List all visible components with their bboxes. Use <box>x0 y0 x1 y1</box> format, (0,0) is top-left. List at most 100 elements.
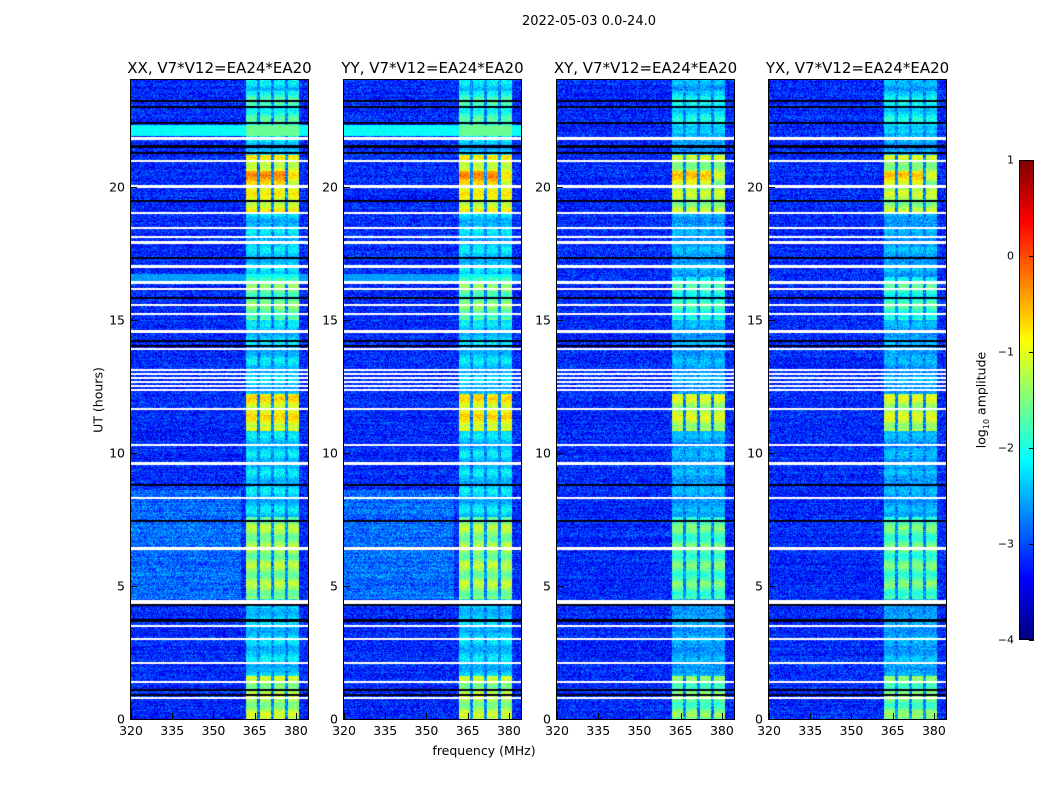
x-tick <box>467 713 469 719</box>
colorbar-tick-label: −4 <box>997 633 1014 647</box>
x-tick <box>721 713 723 719</box>
colorbar-tick-label: 1 <box>1007 153 1014 167</box>
y-tick-label: 10 <box>747 445 763 461</box>
x-tick-label: 320 <box>332 723 356 738</box>
x-tick <box>557 713 558 719</box>
colorbar-tick <box>1029 160 1034 161</box>
y-tick <box>557 585 563 587</box>
y-tick <box>344 585 350 587</box>
x-tick-label: 335 <box>160 723 185 738</box>
x-tick <box>426 713 428 719</box>
x-tick <box>639 713 641 719</box>
panel-title: YY, V7*V12=EA24*EA20 <box>341 59 524 77</box>
x-tick-label: 380 <box>496 723 521 738</box>
y-tick-label: 15 <box>322 312 338 328</box>
x-tick <box>508 713 510 719</box>
heatmap-canvas <box>344 80 521 719</box>
x-tick <box>892 713 894 719</box>
y-tick-label: 20 <box>322 179 338 194</box>
x-tick <box>851 713 853 719</box>
y-tick-label: 10 <box>535 445 551 461</box>
x-tick-label: 365 <box>455 723 480 738</box>
y-tick <box>769 719 775 720</box>
y-axis-label: UT (hours) <box>90 367 106 433</box>
colorbar-tick <box>1029 352 1034 353</box>
y-tick <box>344 452 350 454</box>
figure-title: 2022-05-03 0.0-24.0 <box>522 14 656 29</box>
y-tick-label: 20 <box>109 179 125 194</box>
x-tick <box>769 713 770 719</box>
y-tick <box>344 719 350 720</box>
x-tick <box>254 713 256 719</box>
y-tick-label: 10 <box>109 445 125 461</box>
y-tick <box>557 452 563 454</box>
x-tick <box>680 713 682 719</box>
x-tick <box>598 713 600 719</box>
y-tick <box>769 186 775 188</box>
x-tick-label: 350 <box>414 723 439 738</box>
y-tick <box>344 319 350 321</box>
panel-title: XY, V7*V12=EA24*EA20 <box>553 59 738 77</box>
x-tick-label: 365 <box>242 723 267 738</box>
y-tick <box>131 452 137 454</box>
y-tick-label: 5 <box>117 578 125 594</box>
colorbar-tick-label: −1 <box>997 345 1014 359</box>
x-tick-label: 350 <box>627 723 652 738</box>
x-tick-label: 380 <box>921 723 946 738</box>
heatmap-panel <box>556 79 735 720</box>
x-tick-label: 380 <box>283 723 308 738</box>
y-tick-label: 0 <box>755 711 763 727</box>
colorbar-tick <box>1029 256 1034 257</box>
x-axis-label: frequency (MHz) <box>432 743 536 758</box>
panel-title: YX, V7*V12=EA24*EA20 <box>765 59 950 77</box>
colorbar-tick <box>1029 640 1034 641</box>
y-tick-label: 0 <box>117 711 125 727</box>
x-tick-label: 365 <box>880 723 905 738</box>
x-tick <box>344 713 345 719</box>
y-tick <box>769 452 775 454</box>
x-tick-label: 365 <box>668 723 693 738</box>
y-tick <box>769 585 775 587</box>
y-tick-label: 10 <box>322 445 338 461</box>
x-tick <box>385 713 387 719</box>
x-tick-label: 380 <box>709 723 734 738</box>
x-tick <box>131 713 132 719</box>
heatmap-panel <box>130 79 309 720</box>
colorbar-label: log10 amplitude <box>973 351 991 449</box>
x-tick-label: 320 <box>757 723 781 738</box>
heatmap-canvas <box>557 80 734 719</box>
y-tick-label: 5 <box>330 578 338 594</box>
y-tick-label: 0 <box>330 711 338 727</box>
heatmap-panel <box>768 79 947 720</box>
y-tick-label: 15 <box>109 312 125 328</box>
y-tick <box>131 186 137 188</box>
y-tick-label: 0 <box>543 711 551 727</box>
colorbar-gradient <box>1020 161 1033 639</box>
heatmap-canvas <box>131 80 308 719</box>
y-tick <box>131 585 137 587</box>
colorbar-tick <box>1029 448 1034 449</box>
x-tick <box>213 713 215 719</box>
x-tick-label: 320 <box>545 723 569 738</box>
panel-title: XX, V7*V12=EA24*EA20 <box>127 59 312 77</box>
heatmap-canvas <box>769 80 946 719</box>
y-tick <box>344 186 350 188</box>
y-tick <box>557 319 563 321</box>
colorbar-tick <box>1029 544 1034 545</box>
y-tick-label: 20 <box>535 179 551 194</box>
colorbar-tick-label: −2 <box>997 441 1014 455</box>
y-tick-label: 5 <box>543 578 551 594</box>
y-tick-label: 5 <box>755 578 763 594</box>
x-tick-label: 350 <box>839 723 864 738</box>
y-tick-label: 15 <box>747 312 763 328</box>
x-tick <box>933 713 935 719</box>
y-tick <box>131 319 137 321</box>
x-tick-label: 350 <box>201 723 226 738</box>
x-tick-label: 335 <box>373 723 398 738</box>
y-tick <box>557 719 563 720</box>
y-tick <box>769 319 775 321</box>
x-tick <box>172 713 174 719</box>
x-tick-label: 335 <box>798 723 823 738</box>
x-tick <box>810 713 812 719</box>
